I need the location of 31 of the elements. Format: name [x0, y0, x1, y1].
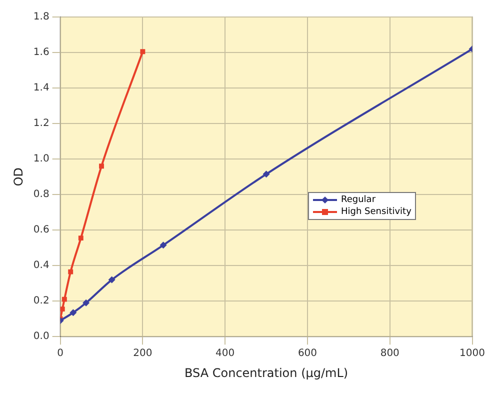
- legend-label: High Sensitivity: [341, 206, 412, 218]
- y-tick-label: 1.8: [33, 12, 50, 23]
- point: [140, 49, 146, 54]
- x-tick-label: 200: [133, 348, 152, 360]
- x-tick-label: 600: [298, 348, 318, 360]
- x-tick-label: 800: [380, 348, 400, 360]
- x-tick-label: 0: [57, 348, 64, 360]
- point: [82, 299, 90, 306]
- point: [160, 242, 167, 249]
- y-tick-label: 0.8: [33, 189, 50, 200]
- y-tick-label: 0.0: [33, 331, 50, 342]
- point: [99, 164, 104, 169]
- legend-label: Regular: [341, 194, 376, 206]
- y-tick-label: 1.2: [33, 118, 50, 130]
- point: [68, 269, 74, 274]
- y-tick-label: 0.2: [33, 296, 50, 307]
- x-tick-label: 1000: [460, 348, 485, 360]
- point: [262, 170, 270, 178]
- y-tick-label: 1.6: [33, 47, 50, 58]
- point: [62, 296, 67, 302]
- y-tick-label: 1.4: [33, 82, 50, 94]
- point: [70, 309, 77, 316]
- y-tick-label: 1.0: [33, 154, 50, 165]
- y-tick-label: 0.4: [33, 260, 50, 272]
- x-axis-title: BSA Concentration (µg/mL): [184, 366, 348, 380]
- point: [108, 276, 116, 284]
- point: [78, 236, 84, 241]
- x-tick-label: 400: [216, 348, 235, 360]
- point: [60, 306, 65, 312]
- y-axis-title: OD: [11, 167, 26, 186]
- y-tick-label: 0.6: [33, 224, 50, 236]
